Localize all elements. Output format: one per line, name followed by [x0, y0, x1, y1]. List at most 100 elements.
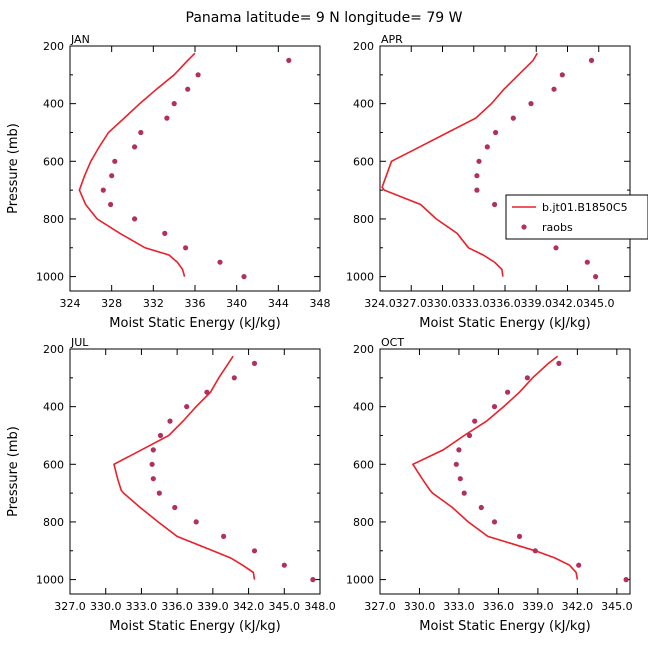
- panel-apr-xtick-label: 345.0: [583, 297, 615, 310]
- panel-jan-obs-point: [286, 57, 292, 64]
- panel-jul-obs-point: [310, 577, 316, 583]
- panel-oct-obs-point: [466, 432, 473, 439]
- panel-apr-ytick-label: 600: [353, 155, 374, 168]
- panel-oct-xtick-label: 342.0: [562, 600, 594, 613]
- panel-jan-ytick-label: 200: [43, 40, 64, 53]
- panel-jan-obs-point: [132, 144, 138, 150]
- panel-oct-obs-point: [461, 490, 467, 496]
- panel-apr-xtick-label: 339.0: [521, 297, 553, 310]
- panel-jul-model-line: [113, 355, 256, 580]
- panel-oct-obs-point: [623, 577, 629, 583]
- panel-jan-ytick-label: 400: [43, 98, 64, 111]
- panel-jul: JUL 200 400 600 800 1000 327.0 330.0 333.0 336.0 3…: [6, 336, 336, 634]
- panel-oct-ytick-label: 1000: [346, 574, 374, 587]
- panel-jan-xtick-label: 328: [101, 297, 122, 310]
- panel-jul-obs-point: [156, 490, 162, 496]
- panel-jan-xtick-label: 348: [310, 297, 331, 310]
- panel-oct-obs-point: [524, 375, 531, 381]
- panel-jul-obs-point: [150, 476, 156, 482]
- panel-apr-xtick-label: 330.0: [427, 297, 459, 310]
- panel-oct-frame: [379, 348, 631, 595]
- panel-apr-ytick-label: 400: [353, 98, 374, 111]
- panel-jan-xtick-label: 336: [185, 297, 206, 310]
- panel-jan-frame: [69, 45, 321, 292]
- panel-apr-obs-point: [559, 72, 565, 78]
- panel-apr-ytick-label: 800: [353, 213, 374, 226]
- panel-jul-obs-point: [251, 548, 258, 554]
- panel-jan-ytick-label: 800: [43, 213, 64, 226]
- panel-apr-label: APR: [381, 33, 403, 46]
- panel-oct-xtick-label: 336.0: [483, 600, 515, 613]
- panel-jan-obs-point: [112, 158, 118, 164]
- panel-apr-ytick-label: 1000: [346, 271, 374, 284]
- panel-jul-xtick-label: 348.0: [304, 600, 336, 613]
- panel-jan-obs-point: [162, 230, 168, 236]
- panel-jan-obs-point: [138, 129, 144, 136]
- panel-jul-obs-point: [231, 375, 237, 381]
- panel-jul-obs-point: [281, 562, 287, 568]
- panel-oct-obs-point: [516, 533, 523, 540]
- legend-model-label: b.jt01.B1850C5: [542, 201, 628, 214]
- panel-oct-label: OCT: [381, 336, 404, 349]
- panel-jan-ylabel: Pressure (mb): [6, 123, 21, 214]
- panel-jan-obs-point: [241, 274, 247, 280]
- panel-jul-xtick-label: 327.0: [54, 600, 86, 613]
- panel-jul-xtick-label: 345.0: [269, 600, 301, 613]
- panel-apr-obs-point: [492, 201, 498, 208]
- panel-jan-obs-point: [185, 86, 191, 92]
- panel-apr-xtick-label: 336.0: [489, 297, 521, 310]
- panel-jul-obs-point: [167, 418, 173, 424]
- panel-oct-xlabel: Moist Static Energy (kJ/kg): [419, 619, 590, 634]
- panel-oct-obs-point: [491, 404, 498, 410]
- panel-oct-obs-point: [457, 476, 463, 482]
- panel-jan-obs-point: [109, 173, 115, 179]
- panel-jul-xtick-label: 339.0: [197, 600, 229, 613]
- panel-apr-obs-point: [493, 129, 499, 136]
- panel-jan-model-line: [78, 52, 196, 277]
- panel-oct-obs-point: [576, 562, 582, 568]
- panel-jul-obs-point: [150, 447, 156, 453]
- panel-jan-obs-point: [171, 101, 177, 107]
- panel-jan-xtick-label: 332: [143, 297, 164, 310]
- legend-box: [505, 194, 648, 240]
- panel-oct-obs-point: [532, 548, 538, 554]
- panel-oct-xtick-label: 345.0: [601, 600, 633, 613]
- panel-jan-obs-point: [108, 201, 114, 208]
- panel-jan-obs-point: [217, 259, 223, 265]
- panel-apr-frame: [379, 45, 631, 292]
- panel-apr-obs-point: [510, 115, 516, 121]
- panel-apr-obs-point: [484, 144, 490, 150]
- panel-oct-xtick-label: 333.0: [443, 600, 475, 613]
- panel-jul-ylabel: Pressure (mb): [6, 426, 21, 517]
- panel-jan-ytick-label: 600: [43, 155, 64, 168]
- panel-oct-model-line: [411, 355, 579, 580]
- panel-apr-xlabel: Moist Static Energy (kJ/kg): [419, 316, 590, 331]
- panel-jul-xtick-label: 330.0: [90, 600, 122, 613]
- panel-oct-xtick-label: 339.0: [522, 600, 554, 613]
- panel-jul-xtick-label: 336.0: [161, 600, 193, 613]
- panel-jul-obs-point: [157, 432, 164, 439]
- panel-apr-obs-point: [551, 86, 557, 92]
- panel-oct-obs-point: [456, 447, 462, 453]
- panel-apr-obs-point: [474, 173, 480, 179]
- panel-jul-xtick-label: 342.0: [233, 600, 265, 613]
- panel-jul-ytick-label: 200: [43, 343, 64, 356]
- panel-oct-obs-point: [472, 418, 478, 424]
- panel-apr-xtick-label: 342.0: [552, 297, 584, 310]
- panel-oct-xtick-label: 327.0: [364, 600, 396, 613]
- panel-jul-label: JUL: [70, 336, 89, 349]
- panel-oct: OCT 200 400 600 800 1000 327.0 330.0 333.0 336.0 3…: [346, 336, 633, 634]
- panel-oct-obs-point: [505, 389, 511, 395]
- panel-jan-obs-point: [132, 216, 138, 222]
- panel-apr-xtick-label: 324.0: [364, 297, 396, 310]
- panel-jan: JAN 200 400 600 800 1000 324 328 332 336 340 344 348…: [6, 33, 331, 331]
- panel-jan-label: JAN: [70, 33, 90, 46]
- panel-oct-xtick-label: 330.0: [404, 600, 436, 613]
- panel-jul-obs-point: [149, 461, 155, 467]
- panel-apr-xtick-label: 333.0: [458, 297, 490, 310]
- panel-oct-obs-point: [453, 461, 459, 467]
- panel-jul-ytick-label: 800: [43, 516, 64, 529]
- panel-jan-xlabel: Moist Static Energy (kJ/kg): [109, 316, 280, 331]
